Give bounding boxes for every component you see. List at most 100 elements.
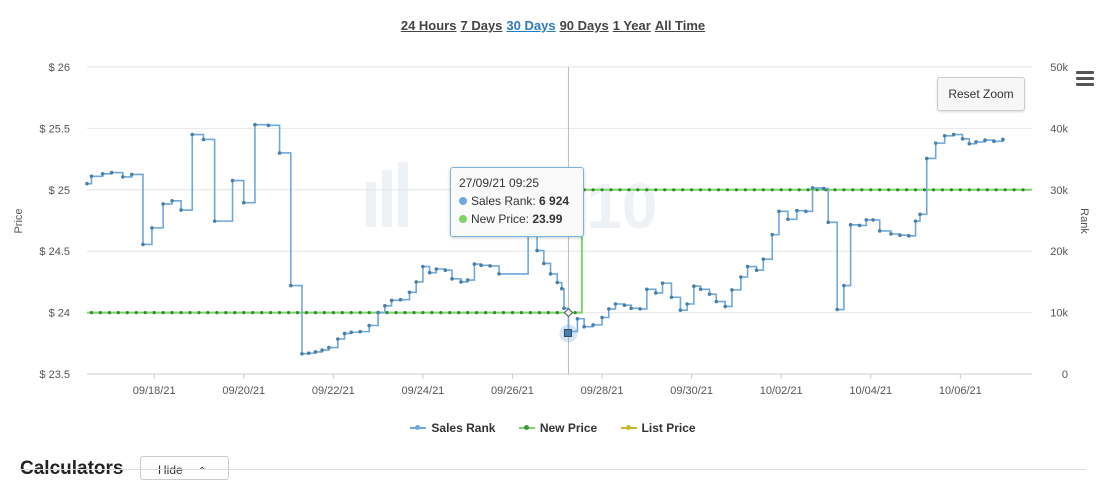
sales-rank-point xyxy=(407,290,412,295)
new-price-point xyxy=(707,188,712,192)
range-all-time[interactable]: All Time xyxy=(654,18,706,33)
range-1-year[interactable]: 1 Year xyxy=(612,18,651,33)
new-price-point xyxy=(860,188,864,192)
y-right-tick-label: 30k xyxy=(1050,185,1068,197)
hide-label: Hide xyxy=(158,463,183,477)
sales-rank-point xyxy=(306,351,311,355)
sales-rank-point xyxy=(842,283,846,288)
y-left-tick-label: $ 24.5 xyxy=(39,246,70,258)
sales-rank-point xyxy=(871,218,875,222)
legend-new-price[interactable]: New Price xyxy=(518,421,598,435)
new-price-point xyxy=(1003,188,1007,192)
sales-rank-point xyxy=(230,178,235,183)
new-price-point xyxy=(815,188,819,192)
legend-label: New Price xyxy=(539,421,598,435)
new-price-point xyxy=(179,311,183,315)
tooltip-new-price: New Price: 23.99 xyxy=(459,210,575,228)
new-price-point xyxy=(761,188,765,192)
new-price-point xyxy=(269,311,273,315)
new-price-point xyxy=(224,311,228,315)
sales-rank-point xyxy=(745,264,750,269)
new-price-point xyxy=(591,188,595,192)
new-price-point xyxy=(806,188,810,192)
sales-rank-point xyxy=(542,261,546,266)
sales-rank-point xyxy=(336,337,340,341)
sales-rank-point xyxy=(974,140,978,144)
sales-rank-point xyxy=(349,330,354,335)
new-price-point xyxy=(797,188,801,192)
sales-rank-point xyxy=(472,262,477,266)
new-price-point xyxy=(107,311,111,315)
sales-rank-point xyxy=(942,133,947,138)
new-price-point xyxy=(600,188,604,192)
new-price-point xyxy=(152,311,156,315)
new-price-point xyxy=(752,188,756,192)
new-price-point xyxy=(277,311,282,315)
sales-rank-point xyxy=(1001,137,1005,142)
y-left-tick-label: $ 25 xyxy=(49,185,70,197)
watermark-logo-bar xyxy=(382,170,392,227)
sales-rank-point xyxy=(376,310,380,315)
chart-tooltip: 27/09/21 09:25 Sales Rank: 6 924 New Pri… xyxy=(450,167,584,237)
new-price-point xyxy=(663,188,667,192)
new-price-point xyxy=(779,188,783,192)
sales-rank-point xyxy=(150,226,154,230)
sales-rank-point xyxy=(777,209,781,214)
legend-sales-rank[interactable]: Sales Rank xyxy=(410,421,495,435)
new-price-point xyxy=(609,188,613,192)
sales-rank-point xyxy=(320,348,324,352)
range-30-days[interactable]: 30 Days xyxy=(506,18,556,33)
sales-rank-point xyxy=(459,280,463,284)
new-price-point xyxy=(439,311,443,315)
watermark-logo-bar xyxy=(398,162,408,227)
range-7-days[interactable]: 7 Days xyxy=(460,18,503,33)
new-price-point xyxy=(331,311,335,315)
chart-legend: Sales Rank New Price List Price xyxy=(0,418,1106,435)
sales-rank-point xyxy=(300,351,304,356)
sales-rank-point xyxy=(685,302,689,306)
divider xyxy=(20,469,1086,470)
new-price-point xyxy=(698,188,703,192)
sales-rank-point xyxy=(109,170,114,175)
new-price-point xyxy=(206,311,210,315)
sales-rank-point xyxy=(613,302,618,306)
sales-rank-point xyxy=(795,208,799,213)
new-price-point xyxy=(510,311,515,315)
menu-icon[interactable] xyxy=(1076,71,1094,87)
sales-rank-point xyxy=(161,202,165,206)
sales-rank-point xyxy=(723,304,728,309)
new-price-point xyxy=(295,311,300,315)
sales-rank-point xyxy=(848,222,853,227)
new-price-point xyxy=(197,311,201,315)
reset-zoom-button[interactable]: Reset Zoom xyxy=(937,77,1025,111)
sales-rank-point xyxy=(907,234,911,238)
new-price-point xyxy=(125,311,129,315)
new-price-point xyxy=(457,311,461,315)
range-90-days[interactable]: 90 Days xyxy=(559,18,609,33)
new-price-point xyxy=(681,188,685,192)
legend-list-price[interactable]: List Price xyxy=(620,421,696,435)
hide-button[interactable]: Hide ⌃ xyxy=(140,456,229,480)
sales-rank-point xyxy=(212,219,217,223)
sales-rank-point xyxy=(739,275,743,279)
new-price-point xyxy=(304,311,309,315)
sales-rank-point xyxy=(857,223,862,228)
sales-rank-point xyxy=(535,248,539,253)
x-tick-label: 10/04/21 xyxy=(849,385,892,397)
sales-rank-point xyxy=(479,263,483,268)
sales-rank-point xyxy=(434,267,439,271)
legend-label: List Price xyxy=(641,421,696,435)
new-price-point xyxy=(976,188,980,192)
new-price-point xyxy=(1021,188,1025,192)
range-24-hours[interactable]: 24 Hours xyxy=(400,18,457,33)
x-tick-label: 10/02/21 xyxy=(760,385,803,397)
sales-rank-point xyxy=(877,229,882,233)
new-price-point xyxy=(466,311,470,315)
tooltip-label: New Price: xyxy=(471,212,533,226)
sales-rank-point xyxy=(698,287,703,292)
sales-rank-point xyxy=(864,218,869,222)
new-price-point xyxy=(922,188,927,192)
tooltip-label: Sales Rank: xyxy=(471,194,540,208)
dot-icon xyxy=(459,215,467,223)
new-price-point xyxy=(725,188,730,192)
